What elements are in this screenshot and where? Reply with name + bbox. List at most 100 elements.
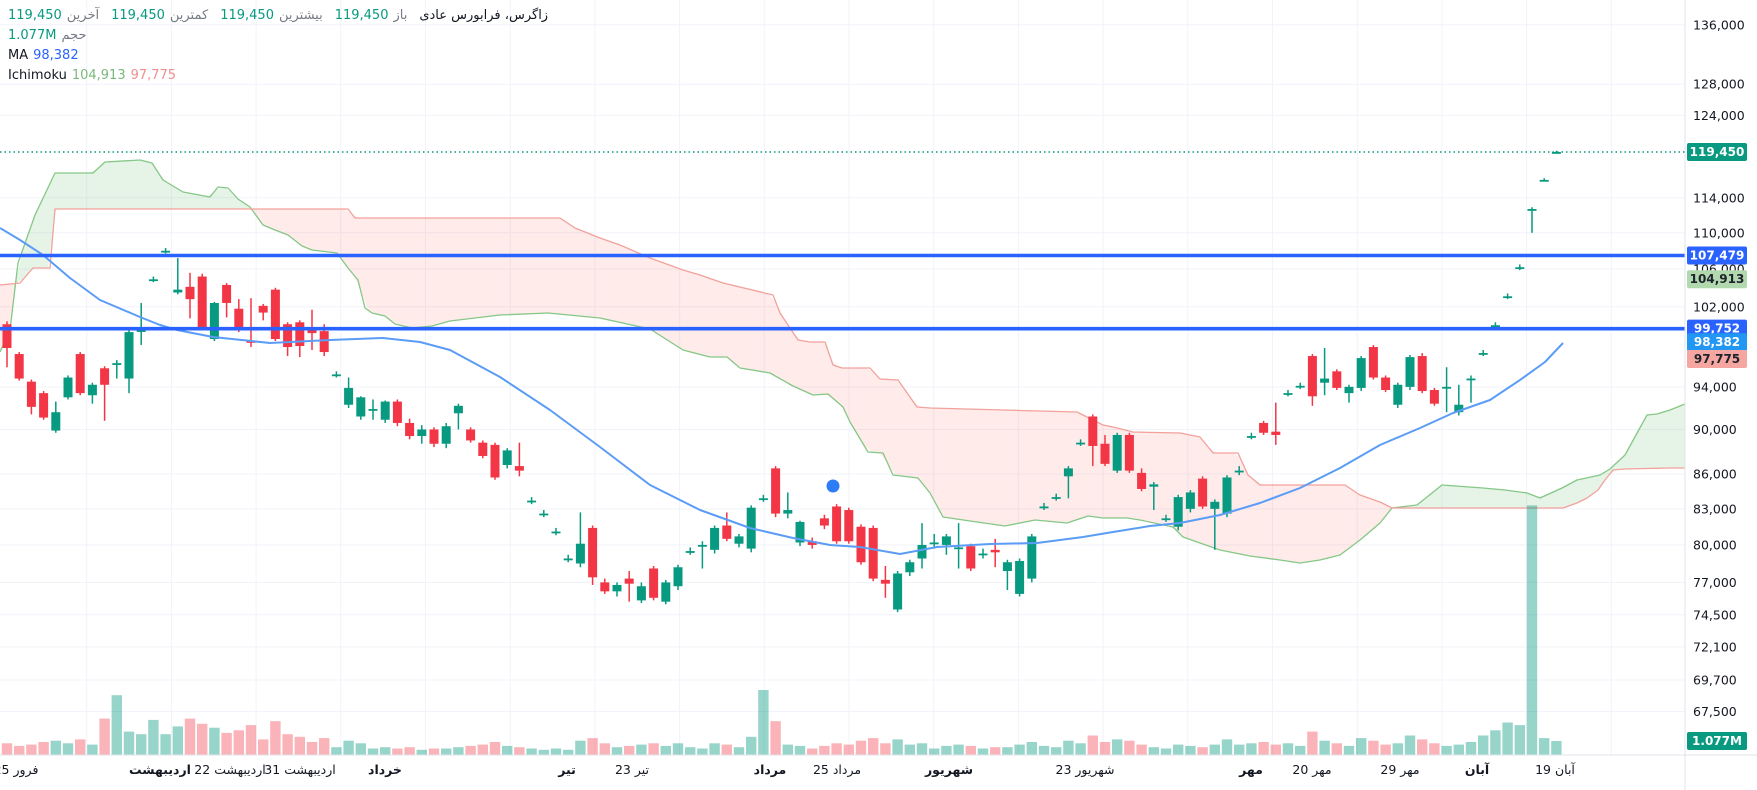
candle-down	[100, 368, 110, 385]
volume-bar	[1124, 740, 1135, 755]
volume-bar	[965, 745, 976, 755]
date-tick-label: 25 فرور	[0, 762, 38, 778]
candle-up	[710, 527, 720, 550]
volume-bar	[355, 743, 366, 755]
price-tick-label: 67,500	[1693, 704, 1737, 719]
candle-up	[63, 377, 73, 398]
candle-down	[771, 468, 781, 514]
candle-down	[1381, 377, 1391, 390]
candle-up	[1454, 404, 1464, 413]
volume-bar	[1197, 747, 1208, 755]
volume-bar	[1429, 743, 1440, 755]
volume-bar	[941, 745, 952, 755]
legend-symbol-row[interactable]: زاگرس، فرابورس عادی باز 119,450 بیشترین …	[8, 6, 548, 26]
volume-bar	[758, 690, 769, 755]
candle-up	[1222, 477, 1232, 514]
volume-bar	[99, 718, 110, 755]
volume-bar	[526, 748, 537, 755]
candle-up	[1551, 152, 1561, 154]
volume-bar	[258, 739, 269, 755]
price-badge	[1687, 246, 1747, 265]
volume-bar	[1356, 738, 1367, 755]
candle-up	[575, 543, 585, 564]
volume-bar	[1295, 745, 1306, 755]
candle-down	[185, 286, 195, 300]
volume-bar	[1270, 744, 1281, 755]
volume-bar	[1368, 740, 1379, 755]
volume-bar	[1478, 735, 1489, 755]
volume-bar	[1246, 743, 1257, 755]
date-tick-label: آبان	[1465, 762, 1490, 777]
candle-up	[344, 387, 354, 405]
volume-bar	[233, 730, 244, 755]
price-tick-label: 69,700	[1693, 673, 1737, 688]
volume-bar	[1453, 744, 1464, 755]
volume-bar	[331, 747, 342, 755]
candle-up	[673, 567, 683, 587]
price-tick-label: 86,000	[1693, 467, 1737, 482]
candle-down	[1137, 472, 1147, 489]
date-tick-label: 23 شهریور	[1056, 762, 1115, 778]
candle-up	[1015, 560, 1025, 594]
candle-up	[783, 510, 793, 514]
candle-up	[563, 558, 573, 561]
volume-bar	[685, 747, 696, 755]
ichimoku-cloud	[0, 159, 1686, 564]
candle-down	[197, 276, 207, 329]
candle-up	[661, 582, 671, 602]
date-tick-label: مرداد	[754, 762, 787, 777]
candle-down	[600, 582, 610, 592]
volume-bar	[441, 748, 452, 755]
date-tick-label: مهر	[1238, 762, 1263, 777]
volume-bar	[1551, 740, 1562, 755]
candle-up	[1112, 434, 1122, 471]
candle-up	[441, 426, 451, 444]
date-tick-label: شهریور	[924, 762, 973, 777]
price-badge-label: 119,450	[1690, 145, 1745, 159]
candle-down	[75, 354, 85, 394]
volume-bar	[892, 739, 903, 755]
legend-ichimoku-row[interactable]: Ichimoku 104,913 97,775	[8, 66, 548, 86]
symbol-name: زاگرس، فرابورس عادی	[419, 8, 549, 23]
legend-high: بیشترین 119,450	[220, 8, 323, 23]
volume-bar	[404, 747, 415, 755]
volume-bar	[160, 734, 171, 755]
volume-bar	[990, 747, 1001, 755]
volume-bar	[721, 744, 732, 755]
volume-bar	[1502, 722, 1513, 755]
candle-up	[1051, 497, 1061, 499]
candle-up	[1515, 267, 1525, 270]
price-tick-label: 90,000	[1693, 422, 1737, 437]
candle-down	[222, 284, 232, 303]
volume-bar	[1087, 735, 1098, 755]
candle-up	[1490, 325, 1500, 328]
volume-bar	[197, 723, 208, 755]
volume-bar	[136, 734, 147, 755]
volume-bar	[184, 718, 196, 755]
volume-bar	[1209, 744, 1220, 755]
candle-down	[466, 429, 476, 441]
volume-bar	[1038, 745, 1050, 755]
volume-bar	[14, 745, 25, 755]
candle-up	[136, 330, 146, 332]
volume-bar	[1380, 744, 1391, 755]
candle-down	[844, 510, 854, 542]
volume-bar	[575, 740, 586, 755]
volume-bar	[428, 748, 440, 755]
volume-bar	[221, 732, 232, 755]
volume-bar	[709, 743, 720, 755]
price-tick-label: 72,100	[1693, 639, 1737, 654]
event-marker-dot[interactable]	[826, 479, 840, 493]
volume-bar	[831, 743, 842, 755]
price-axis[interactable]: 136,000128,000124,000114,000110,000106,0…	[1687, 17, 1747, 750]
volume-bar	[1026, 742, 1037, 755]
legend-ma-row[interactable]: MA 98,382	[8, 46, 548, 66]
price-tick-label: 124,000	[1693, 108, 1745, 123]
volume-bar	[1490, 730, 1501, 755]
candle-down	[39, 393, 49, 418]
volume-bar	[1112, 739, 1123, 755]
candle-up	[527, 500, 537, 503]
volume-bar	[807, 748, 818, 755]
